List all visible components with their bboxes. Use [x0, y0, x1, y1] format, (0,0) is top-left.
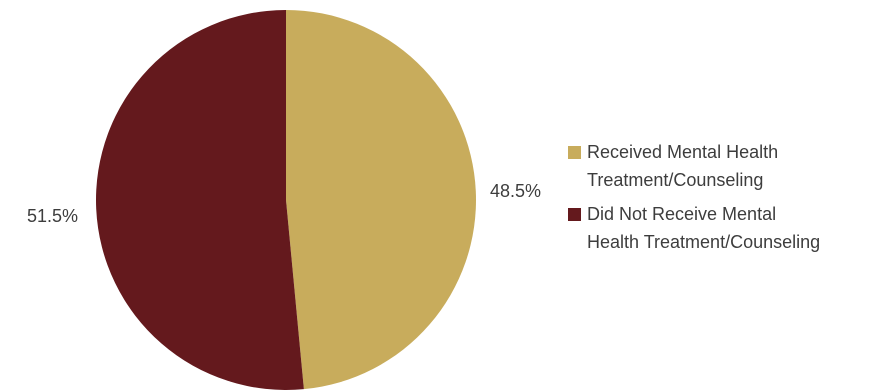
data-label-received-mental-health-treatment-counseling: 48.5%	[490, 181, 541, 201]
pie-data-labels: 48.5% 51.5%	[27, 181, 541, 226]
legend-label-line: Did Not Receive Mental	[587, 204, 776, 224]
pie-slices	[96, 10, 477, 390]
legend-item-did-not-receive-mental-health-treatment-counseling: Did Not Receive Mental Health Treatment/C…	[568, 204, 820, 252]
legend-label-line: Received Mental Health	[587, 142, 778, 162]
data-label-did-not-receive-mental-health-treatment-counseling: 51.5%	[27, 206, 78, 226]
legend-label-line: Treatment/Counseling	[587, 170, 763, 190]
legend-item-received-mental-health-treatment-counseling: Received Mental Health Treatment/Counseli…	[568, 142, 778, 190]
pie-slice-did-not-receive-mental-health-treatment-counseling	[96, 10, 304, 390]
pie-slice-received-mental-health-treatment-counseling	[286, 10, 477, 390]
legend-swatch	[568, 208, 581, 221]
legend-swatch	[568, 146, 581, 159]
legend: Received Mental Health Treatment/Counseli…	[568, 142, 820, 252]
legend-label-line: Health Treatment/Counseling	[587, 232, 820, 252]
